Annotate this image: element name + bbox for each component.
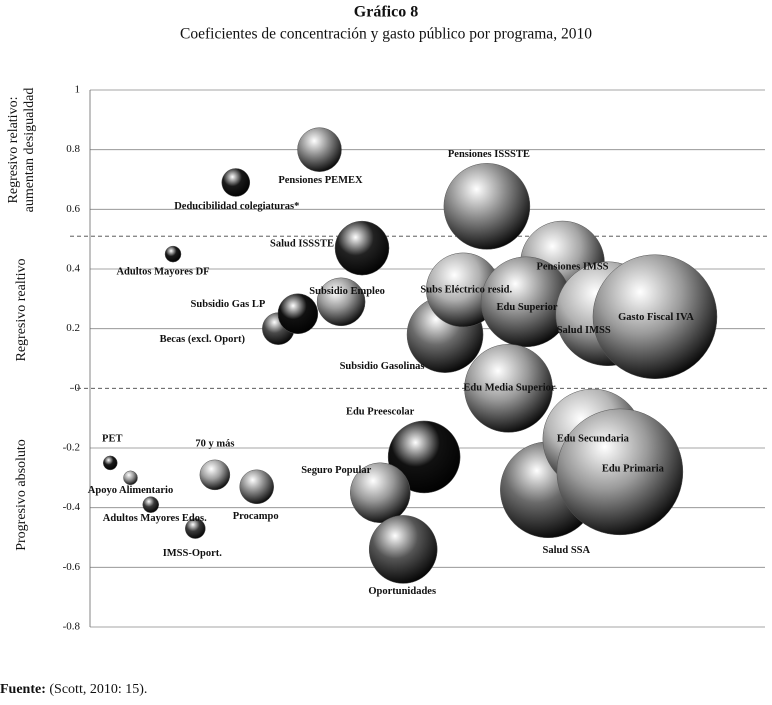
bubble	[556, 408, 684, 536]
y-tick-label: 0.6	[66, 203, 80, 215]
bubble-label: Pensiones IMSS	[536, 261, 608, 272]
bubble-label: IMSS-Oport.	[163, 548, 223, 559]
bubble-label: PET	[102, 433, 122, 444]
bubble	[368, 515, 438, 584]
zone-label: Progresivo absoluto	[14, 439, 29, 551]
y-tick-label: 0.2	[66, 322, 80, 334]
bubble	[142, 496, 159, 513]
bubble-label: 70 y más	[195, 438, 234, 449]
bubble	[592, 254, 718, 379]
bubble-label: Seguro Popular	[301, 465, 371, 476]
y-tick-label: 1	[75, 84, 81, 96]
y-tick-label: -0.6	[63, 561, 81, 573]
bubble	[443, 163, 531, 250]
zone-label: Regresivo realtivo	[14, 258, 29, 361]
bubble-label: Apoyo Alimentario	[88, 485, 173, 496]
bubble-label: Edu Media Superior	[463, 383, 556, 394]
bubble	[387, 420, 461, 494]
source-label: Fuente:	[0, 682, 46, 697]
bubble-label: Edu Primaria	[602, 463, 665, 474]
bubble-label: Salud IMSS	[557, 325, 611, 336]
y-tick-label: -0.4	[63, 501, 81, 513]
bubble-label: Becas (excl. Oport)	[160, 334, 246, 345]
chart-title: Gráfico 8	[354, 4, 418, 21]
source-text: (Scott, 2010: 15).	[49, 682, 147, 697]
bubble-label: Gasto Fiscal IVA	[618, 312, 694, 323]
y-tick-label: -0.2	[63, 442, 80, 454]
chart-subtitle: Coeficientes de concentración y gasto pú…	[180, 26, 592, 43]
bubble	[123, 470, 138, 486]
bubble-label: Subsidio Gasolinas	[340, 361, 425, 372]
bubble-label: Edu Secundaria	[557, 433, 630, 444]
y-tick-label: 0.4	[66, 263, 80, 275]
bubble-label: Oportunidades	[368, 586, 436, 597]
bubble	[297, 127, 342, 172]
bubble	[221, 168, 251, 197]
bubble	[277, 293, 319, 334]
bubble-label: Subsidio Empleo	[309, 286, 385, 297]
bubble-label: Salud ISSSTE	[270, 239, 334, 250]
y-tick-label: -0.8	[63, 621, 81, 633]
y-tick-label: 0.8	[66, 143, 80, 155]
zone-label: Regresivo relativo:	[6, 97, 21, 204]
bubble	[316, 277, 366, 327]
bubble	[350, 462, 411, 523]
source: Fuente: (Scott, 2010: 15).	[0, 682, 147, 697]
bubble	[464, 344, 553, 433]
bubble-label: Subs Eléctrico resid.	[420, 284, 512, 295]
bubble-label: Edu Preescolar	[346, 406, 415, 417]
bubble-label: Subsidio Gas LP	[191, 299, 266, 310]
bubble	[164, 245, 182, 263]
bubble	[185, 518, 206, 539]
bubble	[103, 455, 118, 471]
bubble-label: Adultos Mayores DF	[116, 266, 209, 277]
bubble-label: Adultos Mayores Edos.	[103, 513, 207, 524]
bubble-label: Pensiones ISSSTE	[448, 149, 530, 160]
bubble	[334, 220, 390, 276]
bubble	[199, 459, 231, 491]
bubble	[239, 469, 274, 505]
y-tick-label: 0	[75, 382, 81, 394]
bubble-label: Edu Superior	[497, 302, 558, 313]
zone-label: aumentan desigualdad	[22, 88, 37, 213]
bubble-label: Salud SSA	[543, 545, 591, 556]
bubble-label: Deducibilidad colegiaturas*	[174, 201, 299, 212]
bubble-label: Procampo	[233, 511, 279, 522]
bubble-label: Pensiones PEMEX	[278, 175, 363, 186]
